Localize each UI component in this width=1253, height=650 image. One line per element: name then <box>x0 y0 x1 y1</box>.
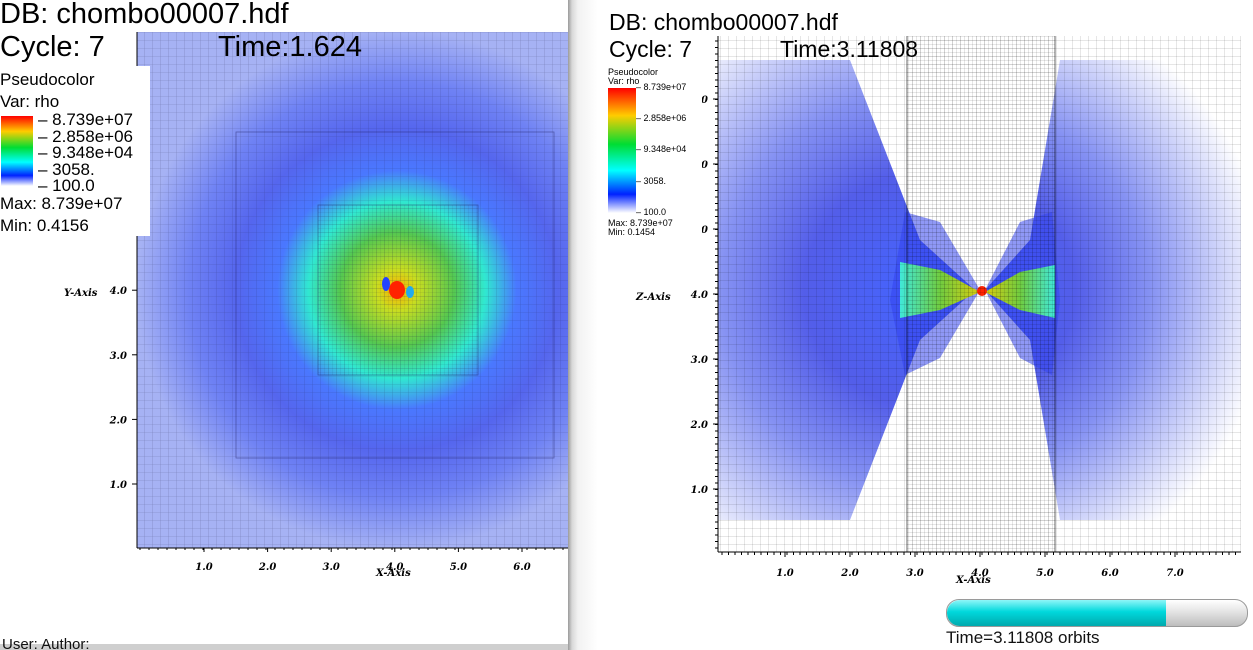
x-tick-label: 6.0 <box>513 562 530 573</box>
right-legend-var: Var: rho <box>608 76 640 86</box>
x-tick-label: 4.0 <box>386 562 403 573</box>
right-legend-tick-label: – 100.0 <box>636 206 667 217</box>
left-legend-tick-label: – 3058. <box>38 159 95 179</box>
y-tick-label: 1.0 <box>110 480 127 491</box>
left-db-title: DB: chombo00007.hdf <box>0 0 289 30</box>
left-author-text: User: Author: <box>2 636 90 650</box>
left-legend-tick-label: – 100.0 <box>38 176 95 195</box>
right-db-title: DB: chombo00007.hdf <box>609 9 838 35</box>
right-time-label: Time:3.11808 <box>780 36 919 62</box>
left-legend-plot-type: Pseudocolor <box>0 70 95 89</box>
y-tick-label: 4.0 <box>691 290 708 301</box>
right-x-axis-label: X-Axis <box>956 575 991 586</box>
x-tick-label: 7.0 <box>1166 568 1183 579</box>
left-status-strip <box>0 644 570 650</box>
left-time-label: Time:1.624 <box>218 31 362 63</box>
x-tick-label: 1.0 <box>776 568 793 579</box>
y-tick-label: 3.0 <box>691 355 708 366</box>
x-tick-label: 3.0 <box>322 562 339 573</box>
y-tick-label: 2.0 <box>690 420 708 431</box>
right-plot-canvas: 1.02.03.04.05.06.07.0 1.02.03.04.05.06.0… <box>690 36 1241 579</box>
left-legend-min: Min: 0.4156 <box>0 216 89 235</box>
left-plot-canvas: 1.0 2.0 3.0 4.0 5.0 6.0 1.0 2.0 3.0 4.0 <box>109 32 570 573</box>
right-visualization-window[interactable]: 1.02.03.04.05.06.07.0 1.02.03.04.05.06.0… <box>600 0 1253 650</box>
left-legend-tick-label: – 9.348e+04 <box>38 143 134 162</box>
left-legend-tick-label: – 8.739e+07 <box>38 110 134 129</box>
x-tick-label: 4.0 <box>971 568 988 579</box>
right-legend-min: Min: 0.1454 <box>608 227 656 237</box>
right-legend-max: Max: 8.739e+07 <box>608 218 673 228</box>
right-legend-tick-label: – 9.348e+04 <box>636 144 687 155</box>
left-legend-var: Var: rho <box>0 92 60 111</box>
right-legend-plot-type: Pseudocolor <box>608 67 659 77</box>
time-progress-fill <box>947 600 1166 626</box>
x-tick-label: 1.0 <box>195 562 212 573</box>
right-legend-tick-label: – 2.858e+06 <box>636 113 687 124</box>
x-tick-label: 5.0 <box>1036 568 1053 579</box>
y-tick-label: 1.0 <box>691 485 708 496</box>
left-y-axis-label: Y-Axis <box>64 288 98 299</box>
right-cycle-label: Cycle: 7 <box>609 36 693 62</box>
left-cycle-label: Cycle: 7 <box>0 31 105 63</box>
left-legend-max: Max: 8.739e+07 <box>0 194 123 213</box>
x-tick-label: 6.0 <box>1101 568 1118 579</box>
right-legend-tick-label: – 3058. <box>636 175 667 186</box>
y-tick-label: 3.0 <box>110 351 127 362</box>
y-tick-label: 4.0 <box>110 286 127 297</box>
x-tick-label: 2.0 <box>840 568 858 579</box>
left-legend-tick-label: – 2.858e+06 <box>38 126 134 146</box>
x-tick-label: 2.0 <box>258 562 276 573</box>
left-legend-colorbar <box>1 116 33 186</box>
left-visualization-window[interactable]: 1.0 2.0 3.0 4.0 5.0 6.0 1.0 2.0 3.0 4.0 DB: chom… <box>0 0 570 650</box>
left-x-axis-label: X-Axis <box>376 568 411 579</box>
x-tick-label: 5.0 <box>450 562 467 573</box>
time-progress-label: Time=3.11808 orbits <box>946 628 1100 647</box>
x-tick-label: 3.0 <box>906 568 923 579</box>
right-legend-tick-label: – 8.739e+07 <box>636 82 687 92</box>
y-tick-label: 2.0 <box>109 415 127 426</box>
time-progress-bar <box>946 599 1248 627</box>
right-legend-colorbar <box>608 88 636 213</box>
right-z-axis-label: Z-Axis <box>636 292 671 303</box>
window-divider <box>568 0 600 650</box>
